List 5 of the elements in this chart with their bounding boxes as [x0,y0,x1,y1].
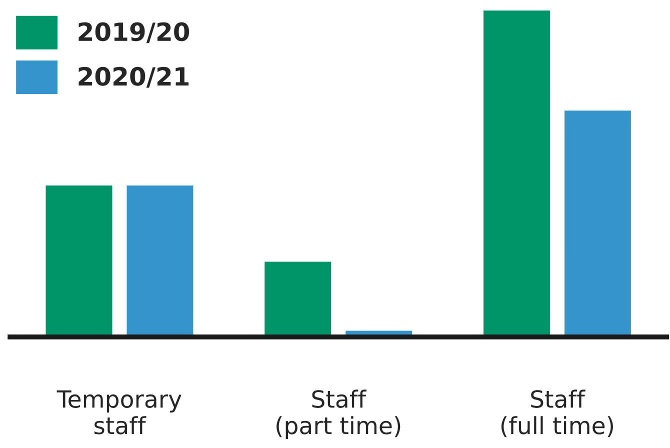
legend-label: 2020/21 [78,66,189,88]
legend-label: 2019/20 [78,22,190,44]
x-tick-label: Staff (part time) [276,390,400,439]
x-tick-label: Temporary staff [56,390,182,434]
x-tick-label: Staff (full time) [501,390,614,438]
